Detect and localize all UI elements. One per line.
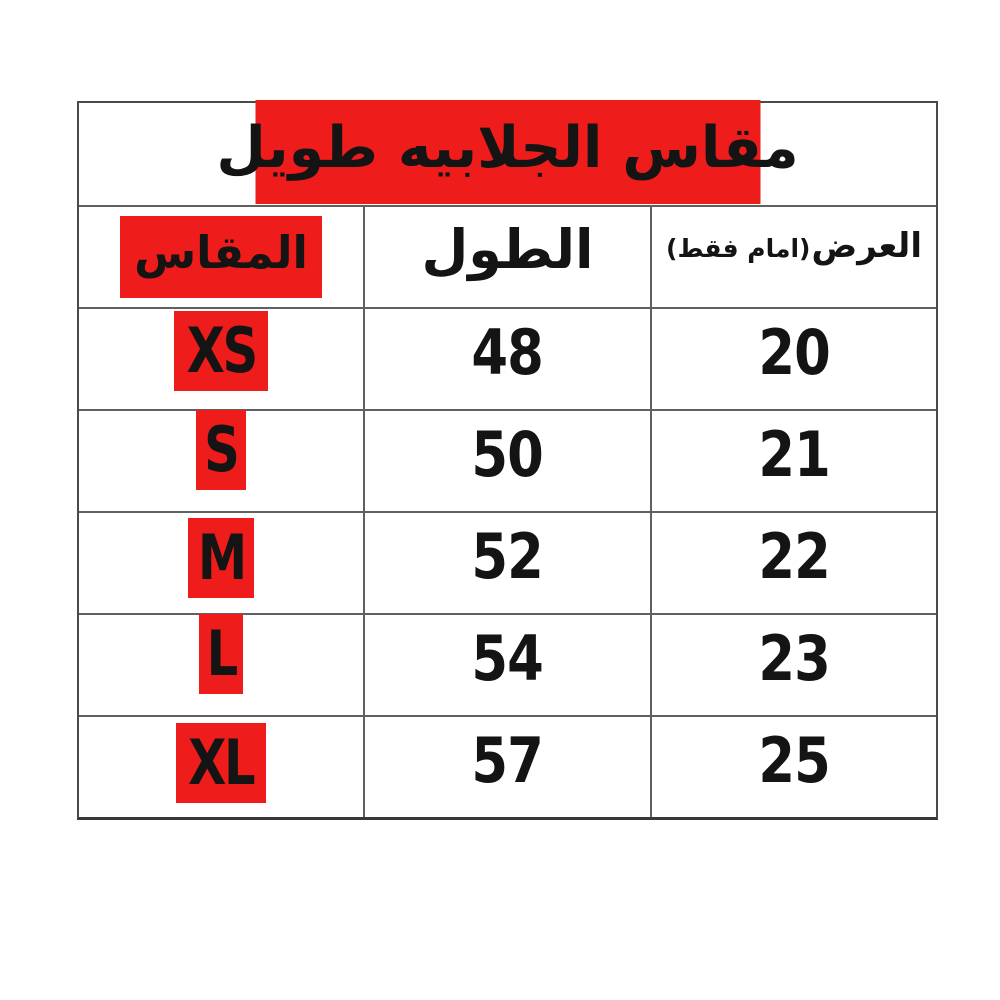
size-label: XL (188, 726, 255, 799)
size-cell: XL (79, 715, 363, 817)
page-title: مقاس الجلابيه طويل (216, 114, 799, 181)
size-label: XS (186, 314, 258, 387)
title-highlight: مقاس الجلابيه طويل (216, 100, 799, 204)
length-cell: 57 (363, 715, 650, 817)
width-value: 25 (758, 724, 830, 797)
width-value: 23 (758, 622, 830, 695)
size-label: S (204, 413, 240, 486)
header-size-highlight: المقاس (120, 216, 322, 298)
length-value: 54 (471, 622, 544, 695)
size-cell: M (79, 511, 363, 613)
title-row: مقاس الجلابيه طويل (79, 100, 936, 205)
width-cell: 25 (650, 715, 936, 817)
width-cell: 20 (650, 307, 936, 409)
header-width-main-label: العرض (811, 226, 922, 266)
length-cell: 52 (363, 511, 650, 613)
length-value: 52 (471, 520, 544, 593)
width-value: 21 (758, 418, 830, 491)
length-value: 48 (471, 316, 544, 389)
size-highlight: S (196, 410, 246, 490)
header-width-cell: العرض (امام فقط) (650, 205, 936, 307)
size-highlight: M (187, 518, 255, 598)
length-cell: 54 (363, 613, 650, 715)
header-length-label: الطول (421, 218, 594, 281)
width-value: 20 (758, 316, 830, 389)
header-width-sub-label: (امام فقط) (666, 234, 811, 263)
width-cell: 22 (650, 511, 936, 613)
size-highlight: XS (173, 311, 269, 391)
size-cell: XS (79, 307, 363, 409)
width-cell: 23 (650, 613, 936, 715)
length-cell: 48 (363, 307, 650, 409)
size-highlight: XL (176, 723, 266, 803)
length-value: 50 (471, 418, 544, 491)
size-cell: L (79, 613, 363, 715)
length-value: 57 (471, 724, 544, 797)
size-cell: S (79, 409, 363, 511)
size-highlight: L (198, 614, 244, 694)
header-length-cell: الطول (363, 205, 650, 307)
size-label: M (197, 521, 247, 594)
length-cell: 50 (363, 409, 650, 511)
size-label: L (206, 617, 238, 690)
header-width-label: العرض (امام فقط) (666, 229, 922, 285)
header-size-label: المقاس (134, 225, 308, 279)
width-value: 22 (758, 520, 830, 593)
header-size-cell: المقاس (79, 205, 363, 307)
size-chart-table: مقاس الجلابيه طويل المقاس الطول العرض (ا… (77, 100, 938, 820)
width-cell: 21 (650, 409, 936, 511)
